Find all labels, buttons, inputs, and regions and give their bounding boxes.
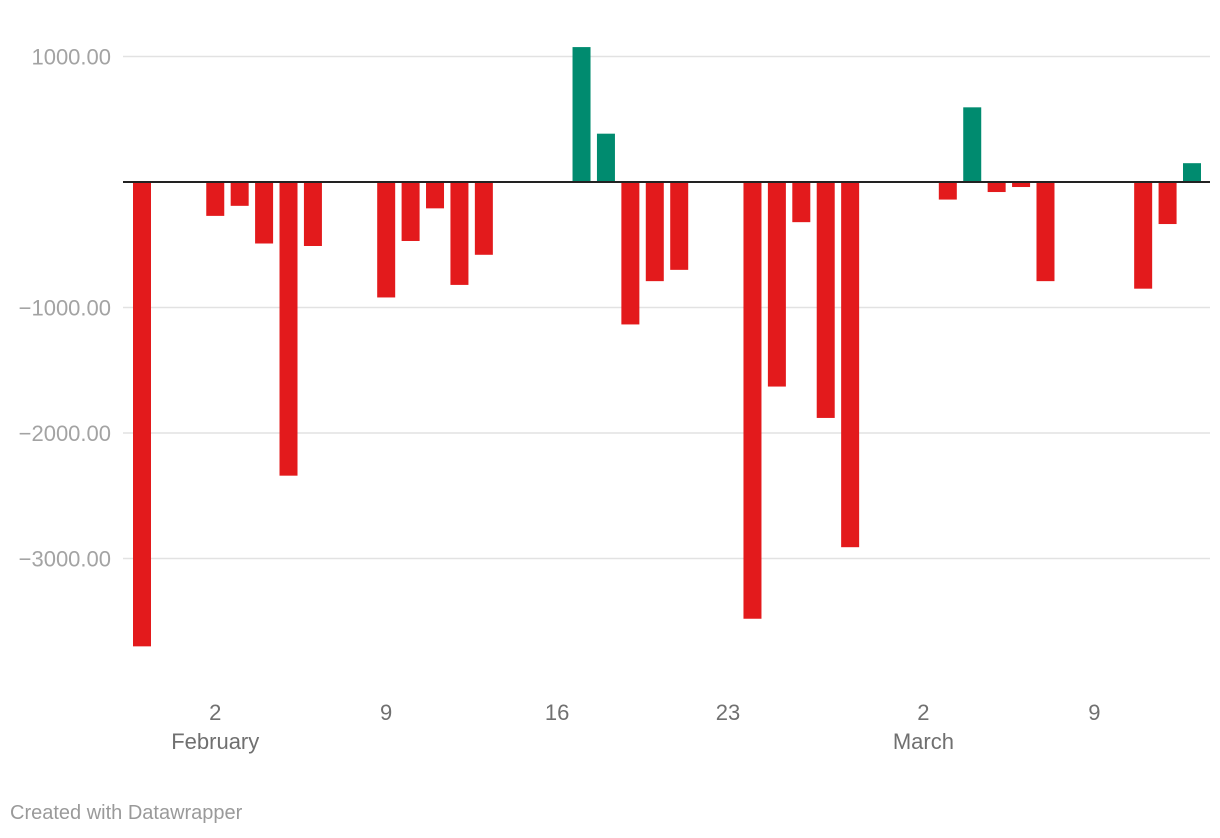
y-tick-label: 1000.00 bbox=[31, 45, 111, 70]
x-tick-label: 16 bbox=[545, 700, 569, 725]
bar-2024-02-04[interactable] bbox=[255, 182, 274, 244]
gridlines bbox=[123, 55, 1210, 560]
bar-2024-02-24[interactable] bbox=[743, 182, 762, 619]
bar-2024-02-26[interactable] bbox=[792, 182, 811, 223]
bar-2024-03-04[interactable] bbox=[963, 107, 982, 182]
bars bbox=[133, 47, 1201, 647]
bar-2024-02-06[interactable] bbox=[303, 182, 322, 246]
bar-2024-03-07[interactable] bbox=[1036, 182, 1055, 282]
bar-2024-03-05[interactable] bbox=[987, 182, 1006, 193]
bar-2024-03-03[interactable] bbox=[938, 182, 957, 200]
bar-2024-02-19[interactable] bbox=[621, 182, 640, 325]
bar-2024-03-11[interactable] bbox=[1134, 182, 1153, 289]
bar-2024-03-13[interactable] bbox=[1183, 163, 1201, 182]
bar-2024-01-30[interactable] bbox=[133, 182, 151, 647]
bar-2024-03-06[interactable] bbox=[1012, 182, 1031, 188]
bar-2024-02-10[interactable] bbox=[401, 182, 420, 241]
y-axis-ticks: 1000.00 −1000.00 −2000.00 −3000.00 bbox=[19, 45, 111, 572]
bar-chart: 1000.00 −1000.00 −2000.00 −3000.00 2 Februar… bbox=[19, 45, 1210, 754]
bar-2024-02-18[interactable] bbox=[596, 133, 615, 182]
bar-2024-02-03[interactable] bbox=[230, 182, 249, 206]
bar-2024-02-12[interactable] bbox=[450, 182, 469, 285]
bar-2024-02-17[interactable] bbox=[572, 47, 591, 183]
bar-2024-02-05[interactable] bbox=[279, 182, 298, 476]
bar-2024-02-21[interactable] bbox=[670, 182, 689, 270]
y-tick-label: −3000.00 bbox=[19, 547, 111, 572]
bar-2024-02-28[interactable] bbox=[841, 182, 860, 548]
x-tick-label: 23 bbox=[716, 700, 740, 725]
x-axis-ticks: 2 February 9 16 23 2 March 9 bbox=[171, 700, 1100, 754]
y-tick-label: −2000.00 bbox=[19, 421, 111, 446]
x-tick-label: 2 bbox=[917, 700, 929, 725]
bar-2024-03-12[interactable] bbox=[1158, 182, 1177, 225]
bar-2024-02-20[interactable] bbox=[645, 182, 664, 282]
bar-2024-02-25[interactable] bbox=[767, 182, 786, 387]
x-tick-label: 9 bbox=[1088, 700, 1100, 725]
x-month-label: March bbox=[893, 729, 954, 754]
bar-2024-02-09[interactable] bbox=[377, 182, 396, 298]
bar-2024-02-27[interactable] bbox=[816, 182, 835, 418]
bar-2024-02-02[interactable] bbox=[206, 182, 225, 216]
x-tick-label: 2 bbox=[209, 700, 221, 725]
footer-credit[interactable]: Created with Datawrapper bbox=[10, 802, 243, 824]
x-tick-label: 9 bbox=[380, 700, 392, 725]
x-month-label: February bbox=[171, 729, 259, 754]
y-tick-label: −1000.00 bbox=[19, 296, 111, 321]
bar-2024-02-13[interactable] bbox=[474, 182, 493, 255]
bar-2024-02-11[interactable] bbox=[426, 182, 445, 209]
